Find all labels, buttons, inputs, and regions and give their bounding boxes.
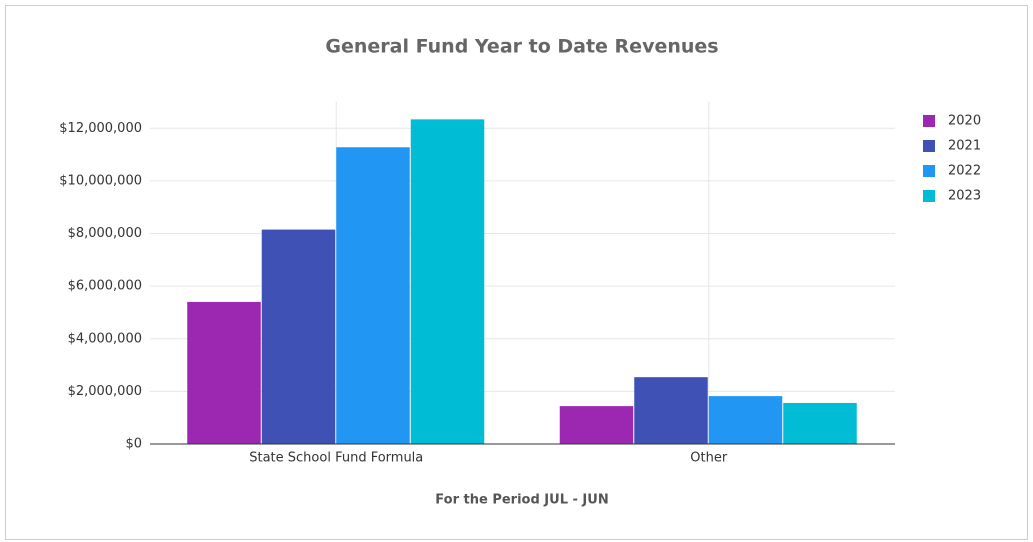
bar	[783, 402, 857, 444]
legend-label: 2022	[948, 164, 981, 179]
y-tick-label: $6,000,000	[68, 279, 142, 294]
legend-label: 2021	[948, 139, 981, 154]
bar	[559, 406, 634, 444]
x-axis-label: For the Period JUL - JUN	[435, 493, 608, 508]
y-tick-label: $4,000,000	[68, 331, 142, 346]
x-tick-label: Other	[690, 451, 728, 466]
legend-swatch	[923, 140, 935, 152]
y-tick-label: $10,000,000	[59, 173, 142, 188]
bar	[187, 301, 261, 444]
y-tick-label: $0	[125, 437, 142, 452]
legend-swatch	[923, 115, 935, 127]
y-tick-label: $8,000,000	[68, 226, 142, 241]
legend-label: 2020	[948, 114, 981, 129]
x-tick-label: State School Fund Formula	[249, 451, 423, 466]
y-tick-label: $2,000,000	[68, 384, 142, 399]
y-tick-label: $12,000,000	[59, 121, 142, 136]
legend-swatch	[923, 190, 935, 202]
bar	[336, 147, 410, 444]
bar	[708, 396, 783, 444]
legend-swatch	[923, 165, 935, 177]
bar	[410, 119, 485, 445]
chart-title: General Fund Year to Date Revenues	[325, 36, 718, 58]
frame	[5, 5, 1028, 540]
bar	[261, 229, 336, 444]
bar	[634, 377, 708, 444]
legend-label: 2023	[948, 189, 981, 204]
